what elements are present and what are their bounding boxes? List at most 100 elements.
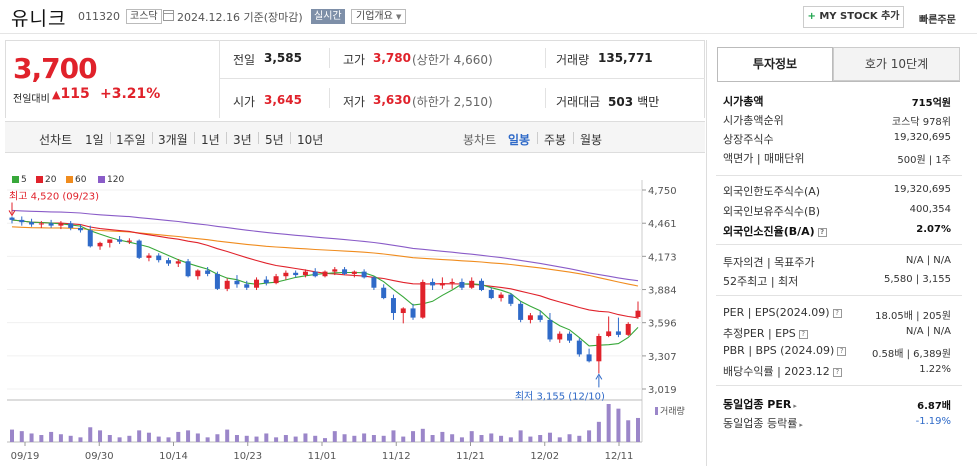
volume-bar: [293, 436, 298, 442]
help-icon[interactable]: ?: [837, 346, 847, 356]
add-my-stock-button[interactable]: + MY STOCK 추가: [803, 6, 904, 28]
info-label: 투자의견 | 목표주가: [723, 254, 815, 270]
candle: [342, 269, 348, 274]
volume-bar: [234, 435, 239, 442]
price-chart[interactable]: 4,750 4,461 4,173 3,884 3,596 3,307 3,019 거래량 09…: [0, 180, 706, 466]
volume-bar: [254, 436, 259, 442]
volume-bar: [137, 430, 142, 442]
volume-bar: [225, 429, 230, 442]
ma120-line: [11, 209, 639, 282]
market-badge: 코스닥: [126, 9, 162, 24]
candle: [469, 280, 475, 288]
volume-bar: [636, 417, 640, 442]
candle: [293, 272, 299, 276]
x-tick-label: 11/21: [456, 451, 485, 462]
volume-bar: [557, 437, 562, 442]
info-value: N/A | N/A: [905, 326, 951, 337]
volume-bar: [587, 430, 592, 442]
candle-daily-tab[interactable]: 일봉: [508, 133, 531, 147]
candle: [459, 281, 465, 288]
candle-chart-label: 봉차트: [463, 133, 497, 147]
info-label-text: PBR | BPS (2024.09): [723, 344, 835, 357]
lower-limit: (하한가 2,510): [412, 95, 493, 109]
help-icon[interactable]: ?: [832, 308, 842, 318]
x-tick-label: 10/14: [159, 451, 188, 462]
candle: [635, 310, 641, 318]
change-percent: +3.21%: [100, 86, 161, 102]
y-tick-label: 3,307: [648, 352, 677, 363]
ma60-legend: 60: [66, 175, 86, 185]
volume-bar: [127, 435, 132, 442]
divider: [219, 78, 705, 79]
period-1y[interactable]: 1년: [201, 133, 220, 147]
info-value: 715억원: [911, 98, 951, 109]
low-marker-head: [595, 373, 603, 380]
candle: [87, 230, 93, 247]
info-label-text: 외국인소진율(B/A): [723, 225, 815, 238]
ma20-legend: 20: [36, 175, 56, 185]
candle: [430, 281, 436, 286]
ma120-legend: 120: [98, 175, 124, 185]
candle: [547, 319, 553, 340]
info-label-text: 외국인보유주식수(B): [723, 205, 821, 218]
y-tick-label: 3,019: [648, 385, 677, 396]
volume-label: 거래량: [556, 53, 590, 67]
high-label: 고가: [343, 53, 366, 67]
x-tick-label: 12/11: [605, 451, 634, 462]
realtime-button[interactable]: 실시간: [311, 9, 345, 24]
volume-bar: [323, 438, 327, 442]
period-3m[interactable]: 3개월: [158, 133, 188, 147]
help-icon[interactable]: ?: [817, 227, 827, 237]
current-price: 3,700: [13, 52, 98, 85]
info-label: 시가총액: [723, 93, 763, 109]
stock-code: 011320: [78, 10, 120, 23]
help-icon[interactable]: ?: [798, 329, 808, 339]
calendar-icon: [163, 10, 174, 21]
candle: [107, 239, 113, 243]
candle: [518, 303, 524, 320]
period-1d[interactable]: 1일: [85, 133, 104, 147]
info-label-text: 52주최고 | 최저: [723, 275, 799, 288]
candle: [117, 239, 123, 242]
candle: [166, 260, 171, 264]
candle: [322, 271, 328, 277]
company-overview-dropdown[interactable]: 기업개요 ▼: [351, 9, 407, 24]
candle: [557, 333, 563, 340]
candle-monthly-tab[interactable]: 월봉: [580, 133, 603, 147]
tab-order-book[interactable]: 호가 10단계: [833, 47, 960, 81]
candle-weekly-tab[interactable]: 주봉: [544, 133, 567, 147]
info-value: 19,320,695: [893, 184, 951, 195]
x-tick-label: 10/23: [233, 451, 262, 462]
tab-investment-info[interactable]: 투자정보: [717, 47, 833, 81]
high-marker-head: [8, 210, 16, 217]
period-3y[interactable]: 3년: [233, 133, 252, 147]
period-5y[interactable]: 5년: [265, 133, 284, 147]
volume-bar: [411, 431, 416, 442]
candle: [77, 227, 83, 231]
candle: [19, 219, 25, 223]
quote-date: 2024.12.16 기준(장마감): [177, 11, 303, 24]
volume-bar: [215, 434, 220, 442]
candle: [234, 280, 240, 285]
volume-bar: [606, 404, 611, 442]
divider: [219, 40, 220, 118]
candle: [586, 354, 592, 362]
volume-bar: [567, 434, 572, 442]
quick-order-button[interactable]: 빠른주문: [919, 15, 956, 26]
info-value: 2.07%: [916, 224, 951, 235]
volume-bar: [29, 433, 34, 442]
candle: [508, 294, 514, 304]
candle: [576, 340, 582, 355]
candle: [351, 271, 357, 274]
open-label: 시가: [233, 95, 256, 109]
period-1w[interactable]: 1주일: [116, 133, 146, 147]
candle: [9, 217, 15, 220]
info-label: 액면가 | 매매단위: [723, 150, 805, 166]
candle: [625, 323, 631, 335]
help-icon[interactable]: ?: [832, 367, 842, 377]
volume-value: 135,771: [598, 51, 653, 65]
candle: [48, 223, 54, 226]
volume-bar: [420, 428, 425, 442]
volume-bar: [156, 436, 161, 442]
period-10y[interactable]: 10년: [297, 133, 324, 147]
